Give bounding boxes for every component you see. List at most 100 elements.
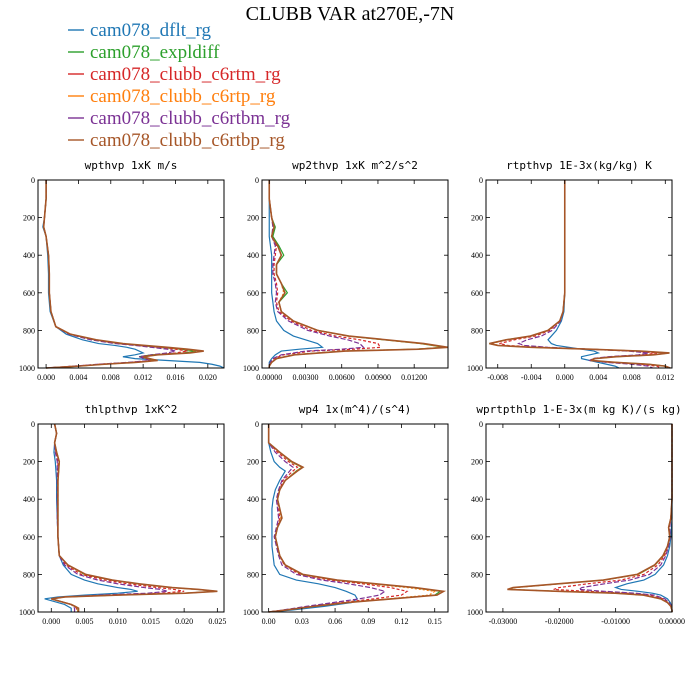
- panel-2: rtpthvp 1E-3x(kg/kg) K02004006008001000-…: [467, 159, 674, 382]
- panel-1-ytick-label-0: 0: [255, 176, 259, 185]
- panel-frame-3: [37, 423, 225, 613]
- panel-1-xtick-label-1: 0.00300: [292, 373, 318, 382]
- legend-label-3: cam078_clubb_c6rtp_rg: [90, 86, 276, 107]
- panel-3-series-4: [51, 423, 168, 612]
- panel-1-ytick-label-5: 1000: [243, 364, 259, 373]
- panel-4-xtick-label-0: 0.00: [262, 617, 276, 626]
- legend-label-2: cam078_clubb_c6rtm_rg: [90, 64, 281, 85]
- panel-3-xtick-label-5: 0.025: [208, 617, 226, 626]
- panel-title-4: wp4 1x(m^4)/(s^4): [299, 403, 412, 416]
- panel-5-series-2: [553, 424, 673, 612]
- panel-2-xtick-label-1: -0.004: [521, 373, 542, 382]
- panel-frame-0: [37, 179, 225, 369]
- panel-4-ytick-label-4: 800: [247, 570, 259, 579]
- panel-2-series-5: [489, 180, 671, 369]
- panel-3-ytick-label-1: 200: [23, 458, 35, 467]
- panel-1-ytick-label-2: 400: [247, 251, 259, 260]
- panel-1-series-1: [268, 180, 445, 368]
- panel-5-series-3: [509, 424, 673, 612]
- panel-0-series-4: [43, 180, 176, 369]
- panel-4-ytick-label-0: 0: [255, 420, 259, 429]
- panel-5-xtick-label-1: -0.02000: [545, 617, 574, 626]
- panel-0-xtick-label-0: 0.000: [37, 373, 55, 382]
- panel-0-xtick-label-1: 0.004: [69, 373, 87, 382]
- panel-2-xtick-label-0: -0.008: [487, 373, 508, 382]
- panel-0-series-2: [43, 180, 188, 369]
- panel-2-xtick-label-2: 0.000: [556, 373, 574, 382]
- panel-3-ytick-label-3: 600: [23, 533, 35, 542]
- panel-4-series-1: [268, 424, 442, 613]
- panel-5-ytick-label-5: 1000: [467, 608, 483, 617]
- panel-1-ytick-label-1: 200: [247, 214, 259, 223]
- panel-frame-2: [485, 179, 673, 369]
- panel-3-xtick-label-4: 0.020: [175, 617, 193, 626]
- panel-5-ytick-label-3: 600: [471, 533, 483, 542]
- panel-2-xtick-label-5: 0.012: [656, 373, 674, 382]
- panel-3-ytick-label-2: 400: [23, 495, 35, 504]
- panel-0-series-5: [42, 180, 204, 369]
- panel-4-xtick-label-4: 0.12: [395, 617, 409, 626]
- panel-2-ytick-label-1: 200: [471, 214, 483, 223]
- panel-5-ytick-label-4: 800: [471, 570, 483, 579]
- panel-5-xtick-label-0: -0.03000: [489, 617, 518, 626]
- panel-5-ytick-label-0: 0: [479, 420, 483, 429]
- panel-2-ytick-label-2: 400: [471, 251, 483, 260]
- panel-4-ytick-label-3: 600: [247, 533, 259, 542]
- panel-3-ytick-label-5: 1000: [19, 608, 35, 617]
- legend-label-1: cam078_expldiff: [90, 42, 220, 63]
- panel-0-ytick-label-0: 0: [31, 176, 35, 185]
- panel-2-series-0: [547, 180, 620, 369]
- panel-title-0: wpthvp 1xK m/s: [85, 159, 178, 172]
- panel-0-series-0: [42, 180, 225, 369]
- panel-5-series-5: [507, 424, 673, 612]
- legend-label-5: cam078_clubb_c6rtbp_rg: [90, 130, 285, 151]
- panel-4-xtick-label-5: 0.15: [428, 617, 442, 626]
- panel-5-series-0: [613, 424, 673, 612]
- panel-4-series-2: [268, 424, 409, 613]
- panel-2-ytick-label-5: 1000: [467, 364, 483, 373]
- panel-1-series-2: [268, 180, 382, 368]
- panel-2-series-2: [499, 180, 662, 369]
- panel-3-series-5: [51, 423, 218, 612]
- panel-3-ytick-label-0: 0: [31, 420, 35, 429]
- panel-1-series-3: [268, 180, 445, 368]
- panel-4-xtick-label-1: 0.03: [295, 617, 309, 626]
- panel-2-xtick-label-3: 0.004: [589, 373, 607, 382]
- panel-1-xtick-label-3: 0.00900: [365, 373, 391, 382]
- panel-1-ytick-label-3: 600: [247, 289, 259, 298]
- panel-0-xtick-label-4: 0.016: [166, 373, 184, 382]
- panel-4-xtick-label-3: 0.09: [361, 617, 375, 626]
- legend: cam078_dflt_rgcam078_expldiffcam078_club…: [68, 20, 291, 151]
- panel-1-xtick-label-4: 0.01200: [401, 373, 427, 382]
- panel-4-xtick-label-2: 0.06: [328, 617, 342, 626]
- panel-5: wprtpthlp 1-E-3x(m kg K)/(s kg) 0 200 400 60…: [467, 403, 685, 626]
- panel-0-ytick-label-4: 800: [23, 326, 35, 335]
- panel-3-xtick-label-1: 0.005: [76, 617, 94, 626]
- panel-2-series-4: [517, 180, 653, 369]
- panel-4-ytick-label-2: 400: [247, 495, 259, 504]
- panel-title-2: rtpthvp 1E-3x(kg/kg) K: [506, 159, 652, 172]
- panel-0-ytick-label-5: 1000: [19, 364, 35, 373]
- panel-3-xtick-label-3: 0.015: [142, 617, 160, 626]
- panel-4-ytick-label-5: 1000: [243, 608, 259, 617]
- panel-5-ytick-label-1: 200: [471, 458, 483, 467]
- panel-2-ytick-label-3: 600: [471, 289, 483, 298]
- panel-title-1: wp2thvp 1xK m^2/s^2: [292, 159, 418, 172]
- panel-4-series-0: [268, 424, 359, 613]
- panel-2-ytick-label-0: 0: [479, 176, 483, 185]
- panel-5-xtick-label-2: -0.01000: [601, 617, 630, 626]
- panel-3-xtick-label-2: 0.010: [109, 617, 127, 626]
- panel-frame-1: [261, 179, 449, 369]
- panel-1-ytick-label-4: 800: [247, 326, 259, 335]
- panel-frame-4: [261, 423, 449, 613]
- panel-0-ytick-label-3: 600: [23, 289, 35, 298]
- panel-1-series-4: [268, 180, 365, 368]
- panel-0-ytick-label-2: 400: [23, 251, 35, 260]
- panel-1-xtick-label-0: 0.00000: [256, 373, 282, 382]
- panel-5-xtick-label-3: 0.00000: [659, 617, 685, 626]
- panel-0-xtick-label-5: 0.020: [199, 373, 217, 382]
